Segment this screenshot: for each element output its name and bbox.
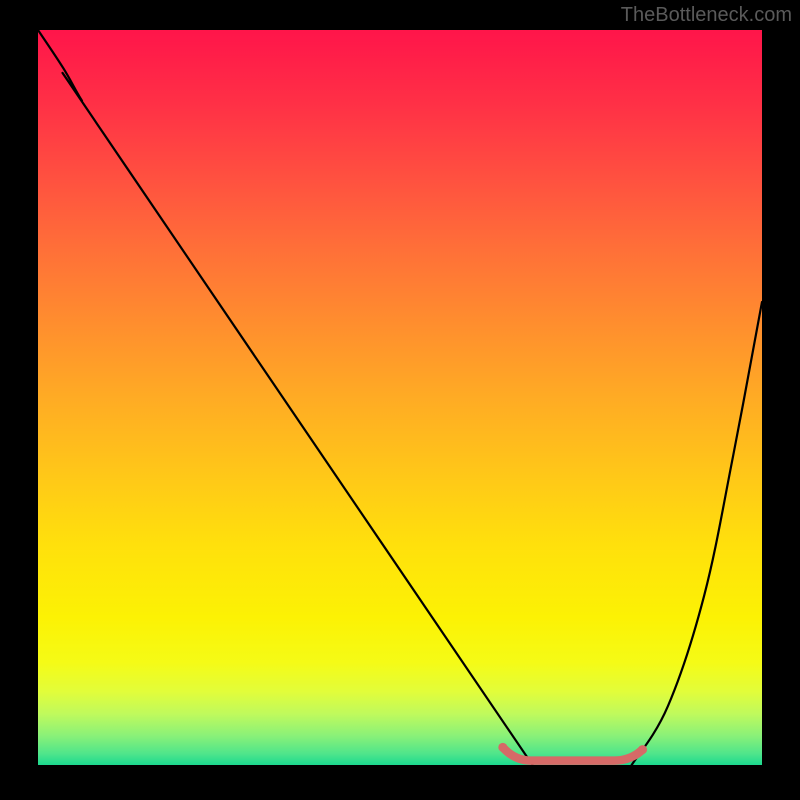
highlight-cap-right xyxy=(638,745,647,754)
chart-container: TheBottleneck.com xyxy=(0,0,800,800)
chart-svg xyxy=(38,30,762,765)
gradient-background xyxy=(38,30,762,765)
bottleneck-chart xyxy=(38,30,762,765)
highlight-cap-left xyxy=(498,743,507,752)
watermark-text: TheBottleneck.com xyxy=(621,4,792,27)
